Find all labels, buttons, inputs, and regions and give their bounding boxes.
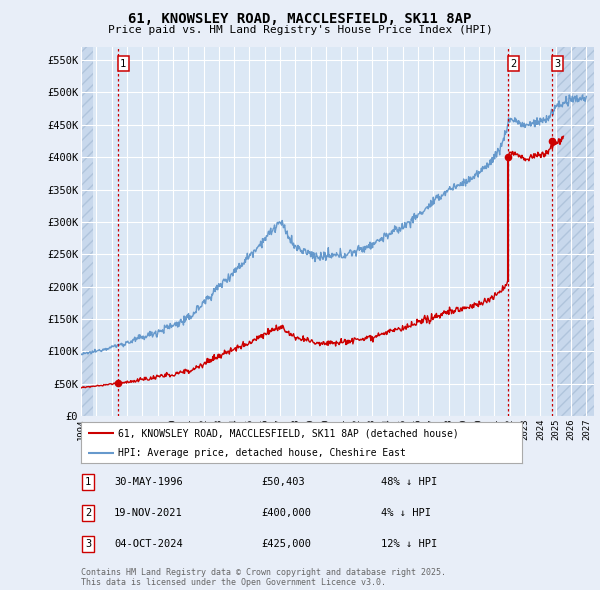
Text: 61, KNOWSLEY ROAD, MACCLESFIELD, SK11 8AP: 61, KNOWSLEY ROAD, MACCLESFIELD, SK11 8A… [128, 12, 472, 26]
Text: HPI: Average price, detached house, Cheshire East: HPI: Average price, detached house, Ches… [118, 448, 406, 458]
Text: 61, KNOWSLEY ROAD, MACCLESFIELD, SK11 8AP (detached house): 61, KNOWSLEY ROAD, MACCLESFIELD, SK11 8A… [118, 428, 459, 438]
Text: 3: 3 [554, 59, 560, 69]
Text: 1: 1 [120, 59, 127, 69]
Text: 2: 2 [85, 508, 91, 518]
Text: 2: 2 [511, 59, 517, 69]
Text: 30-MAY-1996: 30-MAY-1996 [114, 477, 183, 487]
Text: Contains HM Land Registry data © Crown copyright and database right 2025.
This d: Contains HM Land Registry data © Crown c… [81, 568, 446, 587]
Text: £400,000: £400,000 [261, 508, 311, 518]
Text: 04-OCT-2024: 04-OCT-2024 [114, 539, 183, 549]
Text: £425,000: £425,000 [261, 539, 311, 549]
Text: 12% ↓ HPI: 12% ↓ HPI [381, 539, 437, 549]
Text: £50,403: £50,403 [261, 477, 305, 487]
Text: Price paid vs. HM Land Registry's House Price Index (HPI): Price paid vs. HM Land Registry's House … [107, 25, 493, 35]
Text: 3: 3 [85, 539, 91, 549]
Text: 1: 1 [85, 477, 91, 487]
Text: 48% ↓ HPI: 48% ↓ HPI [381, 477, 437, 487]
Text: 19-NOV-2021: 19-NOV-2021 [114, 508, 183, 518]
Text: 4% ↓ HPI: 4% ↓ HPI [381, 508, 431, 518]
